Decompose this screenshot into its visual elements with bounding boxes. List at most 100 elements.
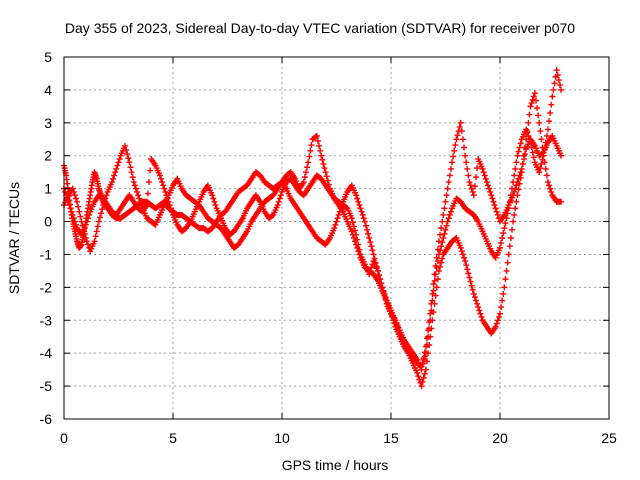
data-point (435, 267, 442, 274)
data-point (348, 228, 355, 235)
y-tick-label: 3 (44, 115, 52, 131)
data-point (438, 259, 445, 266)
data-point (163, 192, 170, 199)
data-point (447, 208, 454, 215)
data-point (167, 205, 174, 212)
data-point (124, 151, 131, 158)
data-point (135, 192, 142, 199)
data-point (372, 259, 379, 266)
data-point (437, 263, 444, 270)
data-point (122, 142, 129, 149)
series-track-b (61, 67, 565, 370)
data-point (462, 152, 469, 159)
y-tick-label: 0 (44, 214, 52, 230)
data-point (501, 284, 508, 291)
data-point (548, 101, 555, 108)
data-point (511, 172, 518, 179)
data-point (62, 188, 69, 195)
x-axis-label: GPS time / hours (282, 457, 389, 473)
data-point (520, 156, 527, 163)
data-point (83, 218, 90, 225)
data-point (528, 100, 535, 107)
data-point (534, 105, 541, 112)
data-point (469, 286, 476, 293)
x-tick-labels: 0 5 10 15 20 25 (60, 430, 617, 446)
data-point (515, 175, 522, 182)
data-point (131, 182, 138, 189)
data-point (91, 238, 98, 245)
data-point (519, 160, 526, 167)
data-point (485, 182, 492, 189)
data-point (431, 277, 438, 284)
data-point (528, 144, 535, 151)
data-point (269, 212, 276, 219)
data-point (517, 140, 524, 147)
data-point (556, 81, 563, 88)
data-point (376, 272, 383, 279)
x-tick-label: 0 (60, 430, 68, 446)
y-tick-label: -2 (40, 279, 53, 295)
data-point (501, 225, 508, 232)
data-point (513, 182, 520, 189)
data-point (499, 297, 506, 304)
data-point (542, 165, 549, 172)
data-point (491, 202, 498, 209)
data-point (103, 192, 110, 199)
data-point (324, 177, 331, 184)
data-point (446, 211, 453, 218)
y-axis-label: SDTVAR / TECUs (6, 182, 22, 294)
data-point (210, 195, 217, 202)
data-point (304, 164, 311, 171)
data-point (132, 185, 139, 192)
data-point (69, 211, 76, 218)
data-point (75, 203, 82, 210)
data-point (492, 205, 499, 212)
data-point (308, 142, 315, 149)
data-point (364, 226, 371, 233)
data-point (539, 150, 546, 157)
data-point (558, 152, 565, 159)
data-point (510, 218, 517, 225)
data-point (162, 188, 169, 195)
data-point (68, 208, 75, 215)
data-point (416, 376, 423, 383)
data-point (536, 119, 543, 126)
data-point (514, 152, 521, 159)
data-point (513, 198, 520, 205)
y-tick-label: -4 (40, 345, 53, 361)
data-point (517, 169, 524, 176)
data-point (442, 198, 449, 205)
data-point (362, 222, 369, 229)
data-point (84, 215, 91, 222)
data-marks (61, 67, 565, 390)
data-point (529, 149, 536, 156)
y-tick-label: 4 (44, 82, 52, 98)
data-point (426, 318, 433, 325)
data-point (516, 144, 523, 151)
data-point (352, 227, 359, 234)
data-point (544, 126, 551, 133)
data-point (444, 185, 451, 192)
data-point (365, 230, 372, 237)
data-point (479, 165, 486, 172)
data-point (525, 132, 532, 139)
data-point (543, 172, 550, 179)
data-point (492, 323, 499, 330)
data-point (134, 188, 141, 195)
data-point (445, 215, 452, 222)
data-point (458, 128, 465, 135)
data-point (500, 290, 507, 297)
data-point (371, 255, 378, 262)
data-point (354, 195, 361, 202)
data-point (439, 255, 446, 262)
data-point (111, 172, 118, 179)
data-point (212, 202, 219, 209)
data-point (467, 182, 474, 189)
data-point (300, 179, 307, 186)
x-tick-label: 20 (492, 430, 508, 446)
data-point (476, 307, 483, 314)
data-point (99, 206, 106, 213)
data-point (465, 172, 472, 179)
data-point (462, 258, 469, 265)
data-point (422, 350, 429, 357)
